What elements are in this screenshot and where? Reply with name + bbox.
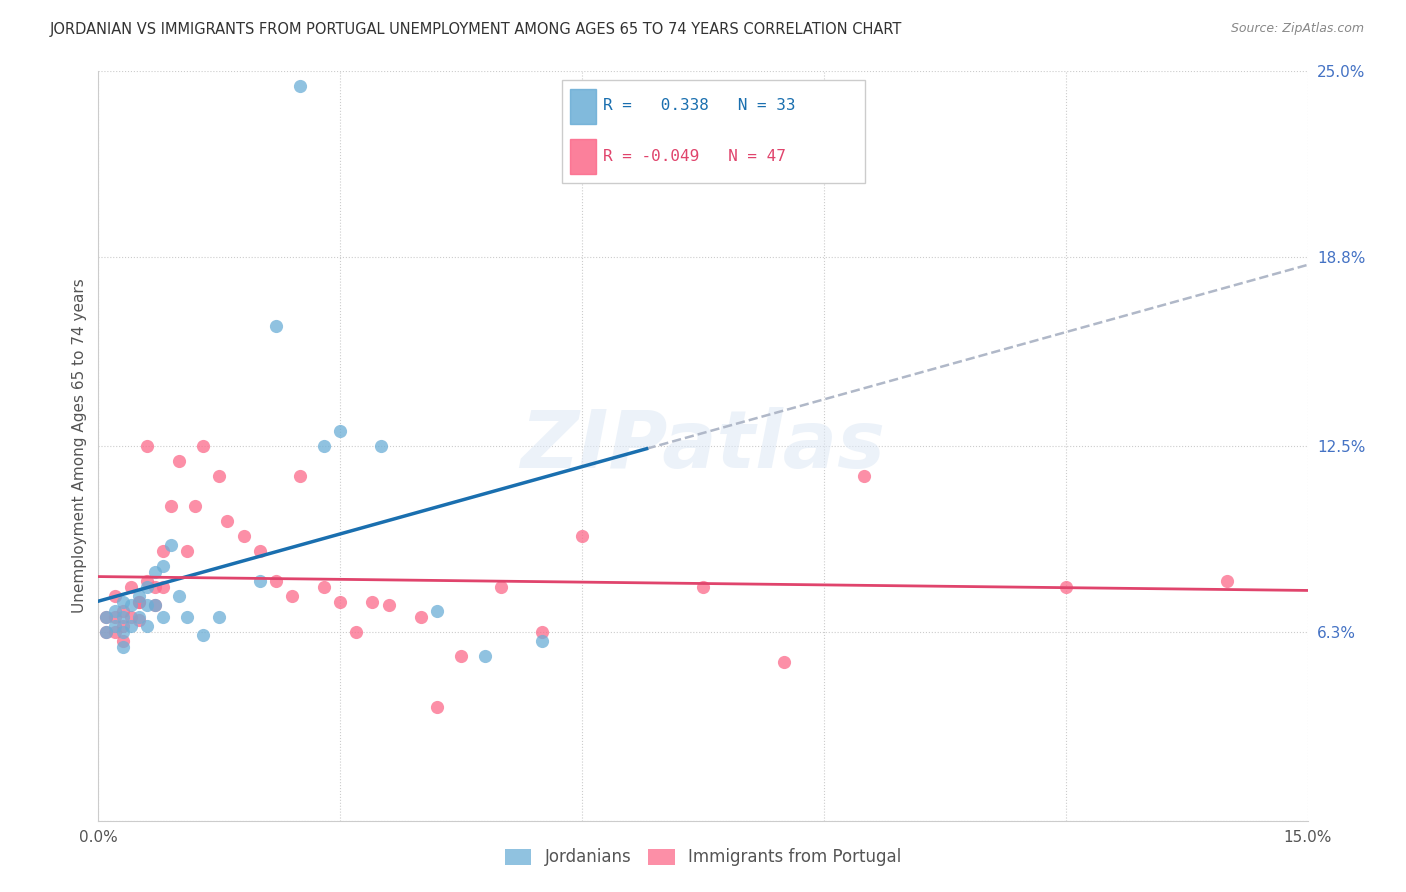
Point — [176, 610, 198, 624]
Point — [103, 619, 125, 633]
Text: R = -0.049   N = 47: R = -0.049 N = 47 — [603, 149, 786, 164]
Point — [426, 604, 449, 618]
Point — [143, 598, 166, 612]
Point — [120, 580, 142, 594]
Point — [1054, 580, 1077, 594]
Point — [128, 613, 150, 627]
Point — [264, 574, 287, 588]
Point — [135, 580, 157, 594]
Point — [111, 640, 134, 654]
FancyBboxPatch shape — [562, 80, 865, 183]
Point — [135, 574, 157, 588]
Point — [1216, 574, 1239, 588]
Point — [184, 499, 207, 513]
Point — [571, 529, 593, 543]
Point — [111, 624, 134, 639]
Point — [217, 514, 239, 528]
Point — [120, 619, 142, 633]
Point — [281, 589, 304, 603]
Point — [491, 580, 513, 594]
Point — [314, 580, 336, 594]
Point — [143, 580, 166, 594]
Point — [128, 595, 150, 609]
Point — [96, 624, 118, 639]
Point — [128, 589, 150, 603]
Point — [103, 604, 125, 618]
Point — [128, 595, 150, 609]
Bar — [569, 139, 596, 174]
Point — [135, 619, 157, 633]
Y-axis label: Unemployment Among Ages 65 to 74 years: Unemployment Among Ages 65 to 74 years — [72, 278, 87, 614]
Point — [314, 439, 336, 453]
Point — [361, 595, 384, 609]
Point — [96, 610, 118, 624]
Text: Source: ZipAtlas.com: Source: ZipAtlas.com — [1230, 22, 1364, 36]
Point — [344, 624, 367, 639]
Point — [193, 628, 215, 642]
Point — [167, 454, 190, 468]
Text: JORDANIAN VS IMMIGRANTS FROM PORTUGAL UNEMPLOYMENT AMONG AGES 65 TO 74 YEARS COR: JORDANIAN VS IMMIGRANTS FROM PORTUGAL UN… — [49, 22, 901, 37]
Point — [409, 610, 432, 624]
Point — [160, 499, 183, 513]
Point — [111, 610, 134, 624]
Point — [530, 633, 553, 648]
Point — [152, 544, 174, 558]
Point — [167, 589, 190, 603]
Text: ZIPatlas: ZIPatlas — [520, 407, 886, 485]
Point — [193, 439, 215, 453]
Point — [208, 469, 231, 483]
Point — [530, 624, 553, 639]
Point — [96, 624, 118, 639]
Point — [152, 558, 174, 573]
Point — [288, 469, 311, 483]
Point — [135, 598, 157, 612]
Point — [249, 574, 271, 588]
Point — [152, 580, 174, 594]
Point — [103, 624, 125, 639]
Point — [450, 648, 472, 663]
Point — [249, 544, 271, 558]
Point — [96, 610, 118, 624]
Legend: Jordanians, Immigrants from Portugal: Jordanians, Immigrants from Portugal — [496, 840, 910, 875]
Point — [474, 648, 496, 663]
Point — [772, 655, 794, 669]
Point — [143, 565, 166, 579]
Point — [232, 529, 254, 543]
Point — [135, 439, 157, 453]
Point — [264, 319, 287, 334]
Point — [152, 610, 174, 624]
Point — [370, 439, 392, 453]
Point — [120, 598, 142, 612]
Point — [143, 598, 166, 612]
Point — [377, 598, 399, 612]
Point — [208, 610, 231, 624]
Point — [176, 544, 198, 558]
Point — [103, 610, 125, 624]
Point — [103, 589, 125, 603]
Point — [288, 79, 311, 94]
Point — [111, 619, 134, 633]
Point — [329, 424, 352, 438]
Point — [120, 610, 142, 624]
Bar — [569, 89, 596, 124]
Point — [160, 538, 183, 552]
Point — [111, 604, 134, 618]
Point — [426, 699, 449, 714]
Text: R =   0.338   N = 33: R = 0.338 N = 33 — [603, 98, 796, 113]
Point — [692, 580, 714, 594]
Point — [329, 595, 352, 609]
Point — [128, 610, 150, 624]
Point — [853, 469, 876, 483]
Point — [111, 633, 134, 648]
Point — [111, 595, 134, 609]
